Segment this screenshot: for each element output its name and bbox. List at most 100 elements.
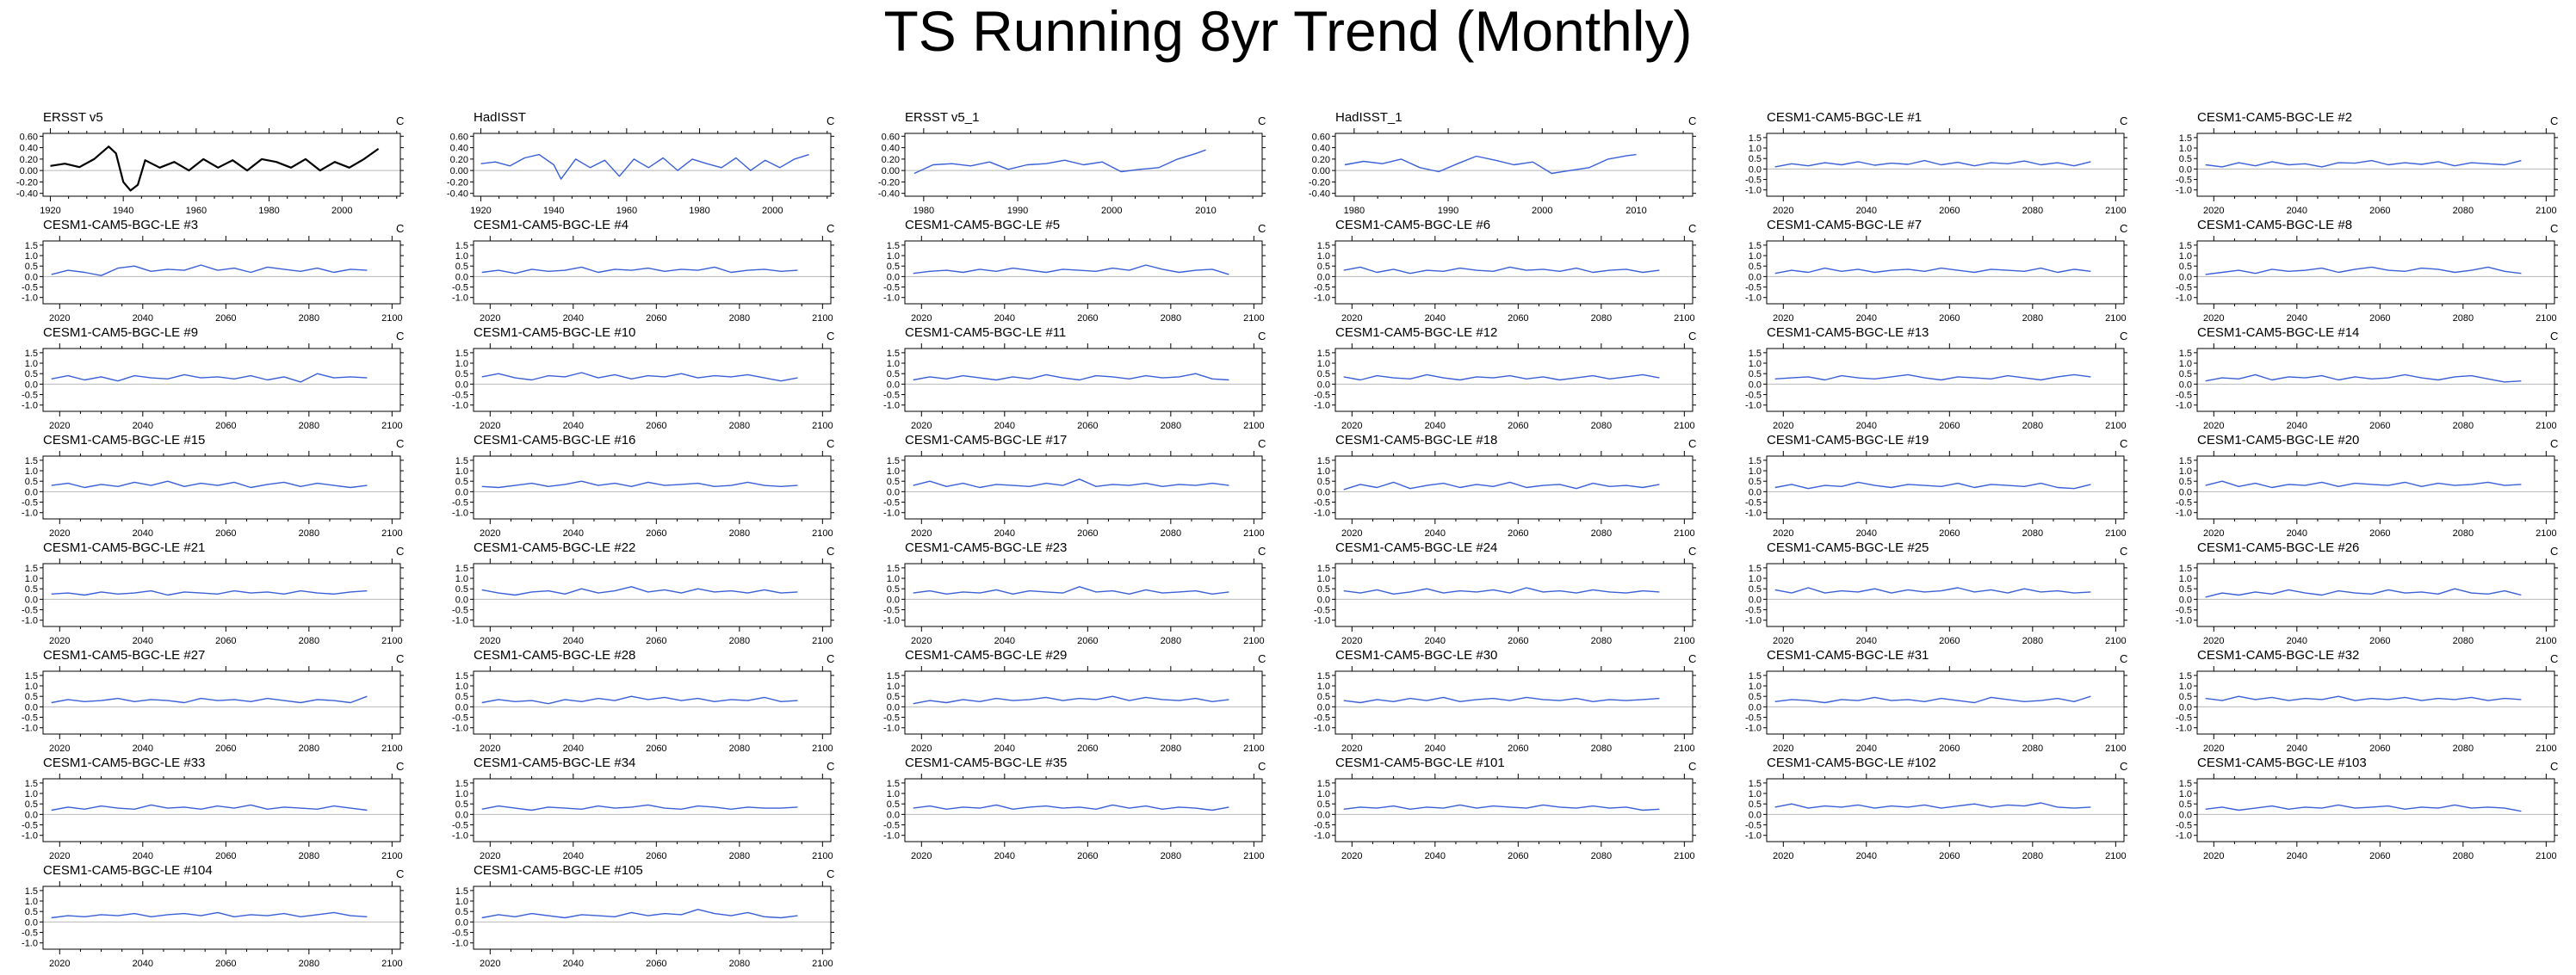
panel-unit: C [1688,652,1697,665]
chart-panel: CESM1-CAM5-BGC-LE #26 C 1.5 1.0 0.5 0.0 -0.5 -1… [2154,540,2576,650]
y-tick-label: 0.60 [450,132,468,142]
plot-frame [1766,240,2125,305]
y-tick-label: 0.5 [455,262,468,272]
y-tick-label: -1.0 [22,939,38,949]
y-tick-label: 1.0 [887,251,900,262]
panel-plot: 1.51.00.50.0-0.5-1.0 2020 2040 2060 2080 2100 [22,666,404,754]
plot-frame [42,778,401,842]
panel-member-id: 18 [1483,433,1498,447]
x-tick-label: 2020 [49,851,70,861]
x-tick-label: 1980 [689,206,709,216]
x-tick-label: 2080 [1161,851,1181,861]
x-tick-label: 1920 [40,206,60,216]
y-tick-label: -0.5 [22,283,38,293]
panel-title: CESM1-CAM5-BGC-LE #18 [1335,433,1497,447]
y-tick-label: 1.0 [1749,682,1762,692]
x-tick-label: 2080 [729,851,750,861]
y-tick-label: 1.5 [2179,564,2192,574]
x-tick-label: 2020 [1773,528,1793,539]
y-tick-label: -0.5 [1745,713,1762,724]
panel-title-prefix: CESM1-CAM5-BGC-LE # [43,433,191,447]
panel-plot: 1.51.00.50.0-0.5-1.0 2020 2040 2060 2080 2100 [1314,343,1696,431]
y-tick-label: 1.5 [1749,349,1762,359]
panel-unit: C [2120,437,2128,450]
x-tick-label: 2040 [1425,421,1446,431]
panel-title: CESM1-CAM5-BGC-LE #105 [474,863,643,878]
panel-member-id: 13 [1914,325,1929,340]
x-tick-label: 2080 [299,528,319,539]
panel-member-id: 6 [1483,218,1491,232]
y-tick-label: 0.5 [1317,584,1330,595]
y-tick-label: -0.5 [1314,283,1330,293]
x-tick-label: 1980 [1344,206,1365,216]
x-tick-label: 2100 [812,421,833,431]
x-tick-label: 2020 [1773,744,1793,754]
panel-member-id: 17 [1052,433,1068,447]
y-tick-label: 0.00 [882,166,900,176]
panel-title: CESM1-CAM5-BGC-LE #32 [2197,648,2359,663]
x-tick-label: 2040 [2287,744,2307,754]
x-tick-label: 2040 [563,851,584,861]
panel-title-prefix: CESM1-CAM5-BGC-LE # [2197,433,2345,447]
series-line [2205,266,2522,275]
y-tick-label: -0.5 [452,283,468,293]
panel-title: ERSST v5_1 [905,110,980,125]
series-line [1343,696,1660,704]
plot-frame [42,563,401,627]
panel-title: CESM1-CAM5-BGC-LE #34 [474,756,635,770]
panel-title: CESM1-CAM5-BGC-LE #104 [43,863,213,878]
plot-frame [473,778,832,842]
x-tick-label: 2020 [911,744,932,754]
x-tick-label: 2100 [2105,744,2126,754]
panel-title: CESM1-CAM5-BGC-LE #17 [905,433,1067,447]
x-tick-label: 2080 [1161,636,1181,646]
panel-plot: 1.51.00.50.0-0.5-1.0 2020 2040 2060 2080 2100 [1314,451,1696,539]
y-tick-label: 1.5 [25,886,38,897]
y-tick-label: -1.0 [1745,616,1762,626]
y-tick-label: 1.5 [455,671,468,682]
x-tick-label: 2040 [1425,636,1446,646]
y-tick-label: 0.5 [887,262,900,272]
panel-title-prefix: CESM1-CAM5-BGC-LE # [1767,110,1915,125]
y-tick-label: 0.5 [1749,369,1762,380]
x-tick-label: 2020 [480,636,500,646]
panel-title-prefix: CESM1-CAM5-BGC-LE # [474,540,622,555]
x-tick-label: 2020 [911,313,932,324]
panel-unit: C [1258,545,1266,558]
x-tick-label: 2060 [1077,528,1098,539]
y-tick-label: 1.0 [2179,144,2192,154]
x-tick-label: 2040 [563,959,584,969]
panel-member-id: 8 [2344,218,2353,232]
plot-frame [42,240,401,305]
x-tick-label: 2020 [2203,313,2224,324]
y-tick-label: 0.5 [2179,369,2192,380]
x-tick-label: 2080 [1161,528,1181,539]
y-tick-label: 1.5 [455,886,468,897]
y-tick-label: 0.0 [2179,380,2192,390]
x-tick-label: 2100 [381,313,402,324]
y-tick-label: 0.0 [1317,380,1330,390]
plot-frame [473,348,832,412]
x-tick-label: 2040 [1425,528,1446,539]
series-line [913,586,1229,595]
panel-title-prefix: CESM1-CAM5-BGC-LE # [1335,648,1483,663]
panel-title-prefix: CESM1-CAM5-BGC-LE # [43,648,191,663]
panel-title: CESM1-CAM5-BGC-LE #35 [905,756,1067,770]
panel-member-id: 24 [1483,540,1498,555]
plot-frame [904,670,1263,735]
panel-unit: C [1258,437,1266,450]
y-tick-label: 1.5 [887,349,900,359]
x-tick-label: 2060 [1939,206,1960,216]
y-tick-label: 0.5 [1317,799,1330,810]
panel-plot: 1.51.00.50.0-0.5-1.0 2020 2040 2060 2080 2100 [452,774,834,861]
x-tick-label: 2080 [2022,313,2043,324]
y-tick-label: -1.0 [2176,186,2192,196]
panel-member-id: 26 [2344,540,2360,555]
x-tick-label: 2080 [2453,744,2474,754]
chart-panel: CESM1-CAM5-BGC-LE #33 C 1.5 1.0 0.5 0.0 -0.5 -1… [0,756,430,865]
y-tick-label: 0.20 [882,155,900,165]
y-tick-label: -1.0 [22,293,38,304]
y-tick-label: 1.0 [25,466,38,477]
y-tick-label: 0.0 [887,487,900,497]
